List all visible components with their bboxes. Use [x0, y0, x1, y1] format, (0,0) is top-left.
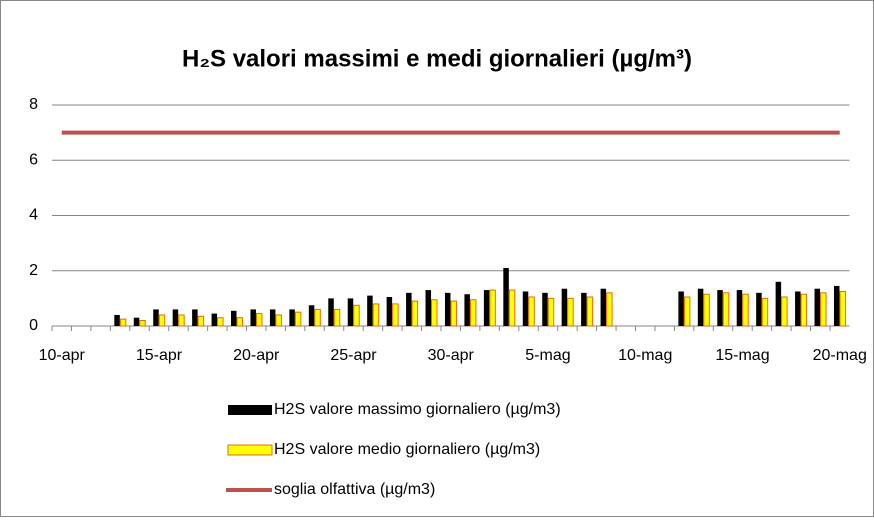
y-tick-label: 8 — [29, 96, 38, 113]
bar — [736, 290, 743, 326]
bar — [431, 299, 438, 327]
bar — [372, 303, 380, 327]
y-tick-label: 4 — [29, 207, 38, 224]
bar — [742, 293, 749, 327]
bar — [781, 296, 788, 327]
bar — [386, 296, 393, 326]
bar — [294, 311, 302, 327]
bar — [697, 288, 704, 326]
bar — [192, 309, 198, 326]
bar — [717, 290, 723, 326]
bar — [289, 309, 295, 326]
bar — [158, 314, 166, 327]
bar — [308, 305, 315, 326]
bar — [678, 291, 684, 326]
bar — [231, 310, 237, 326]
y-tick-label: 0 — [29, 317, 38, 334]
bar — [314, 308, 321, 327]
x-tick-label: 10-apr — [39, 347, 86, 364]
bar — [197, 315, 205, 327]
bar — [814, 288, 821, 326]
bar — [606, 292, 613, 327]
bar — [172, 309, 179, 326]
bar — [450, 300, 457, 327]
bar — [250, 309, 256, 326]
x-tick-label: 15-mag — [715, 347, 769, 364]
bar — [444, 292, 451, 326]
bar — [217, 317, 224, 327]
bar — [464, 294, 470, 326]
bar — [522, 291, 529, 326]
bar — [153, 309, 159, 326]
x-tick-label: 15-apr — [136, 347, 183, 364]
bar — [489, 289, 496, 327]
bar — [775, 281, 782, 326]
legend-label: soglia olfattiva (µg/m3) — [274, 481, 435, 498]
x-tick-label: 20-mag — [813, 347, 867, 364]
bar — [600, 288, 607, 326]
bar — [333, 308, 341, 327]
bar — [756, 292, 762, 326]
bar — [275, 314, 282, 327]
bar — [795, 291, 801, 326]
bar — [567, 297, 574, 327]
bar — [833, 285, 840, 326]
bar — [139, 319, 146, 327]
bar — [508, 289, 516, 327]
x-tick-label: 20-apr — [233, 347, 280, 364]
bar — [425, 290, 432, 326]
bar — [211, 313, 218, 326]
bar — [119, 318, 127, 327]
bar — [503, 267, 509, 326]
bar — [269, 309, 276, 326]
bar — [483, 290, 490, 326]
chart-title: H₂S valori massimi e medi giornalieri (µ… — [182, 45, 692, 72]
legend-label: H2S valore massimo giornaliero (µg/m3) — [274, 401, 561, 418]
bar — [528, 296, 535, 327]
bar — [586, 296, 594, 327]
x-tick-label: 25-apr — [330, 347, 377, 364]
bar — [703, 293, 710, 327]
legend-swatch — [228, 405, 272, 415]
bar — [367, 295, 373, 326]
bar — [469, 299, 477, 327]
bar — [328, 298, 334, 326]
bar — [561, 288, 568, 326]
bar — [114, 314, 120, 326]
x-tick-label: 5-mag — [525, 347, 570, 364]
bar — [683, 296, 691, 327]
bar — [581, 292, 587, 326]
bar — [236, 317, 244, 327]
bar — [392, 303, 399, 327]
bar — [353, 304, 360, 327]
bar — [722, 292, 730, 327]
bar — [547, 297, 555, 327]
bar — [839, 290, 846, 327]
bar — [255, 313, 263, 327]
bar — [542, 292, 548, 326]
bar — [406, 292, 412, 326]
x-tick-label: 30-apr — [428, 347, 475, 364]
bar — [761, 297, 769, 327]
bar — [178, 314, 185, 327]
bar — [347, 298, 354, 326]
y-tick-label: 2 — [29, 262, 38, 279]
bar — [133, 317, 140, 326]
bar — [411, 300, 419, 327]
bar — [800, 293, 808, 327]
legend-label: H2S valore medio giornaliero (µg/m3) — [274, 441, 540, 458]
y-tick-label: 6 — [29, 151, 38, 168]
x-tick-label: 10-mag — [618, 347, 672, 364]
bar — [820, 292, 827, 327]
legend-swatch — [227, 444, 273, 456]
